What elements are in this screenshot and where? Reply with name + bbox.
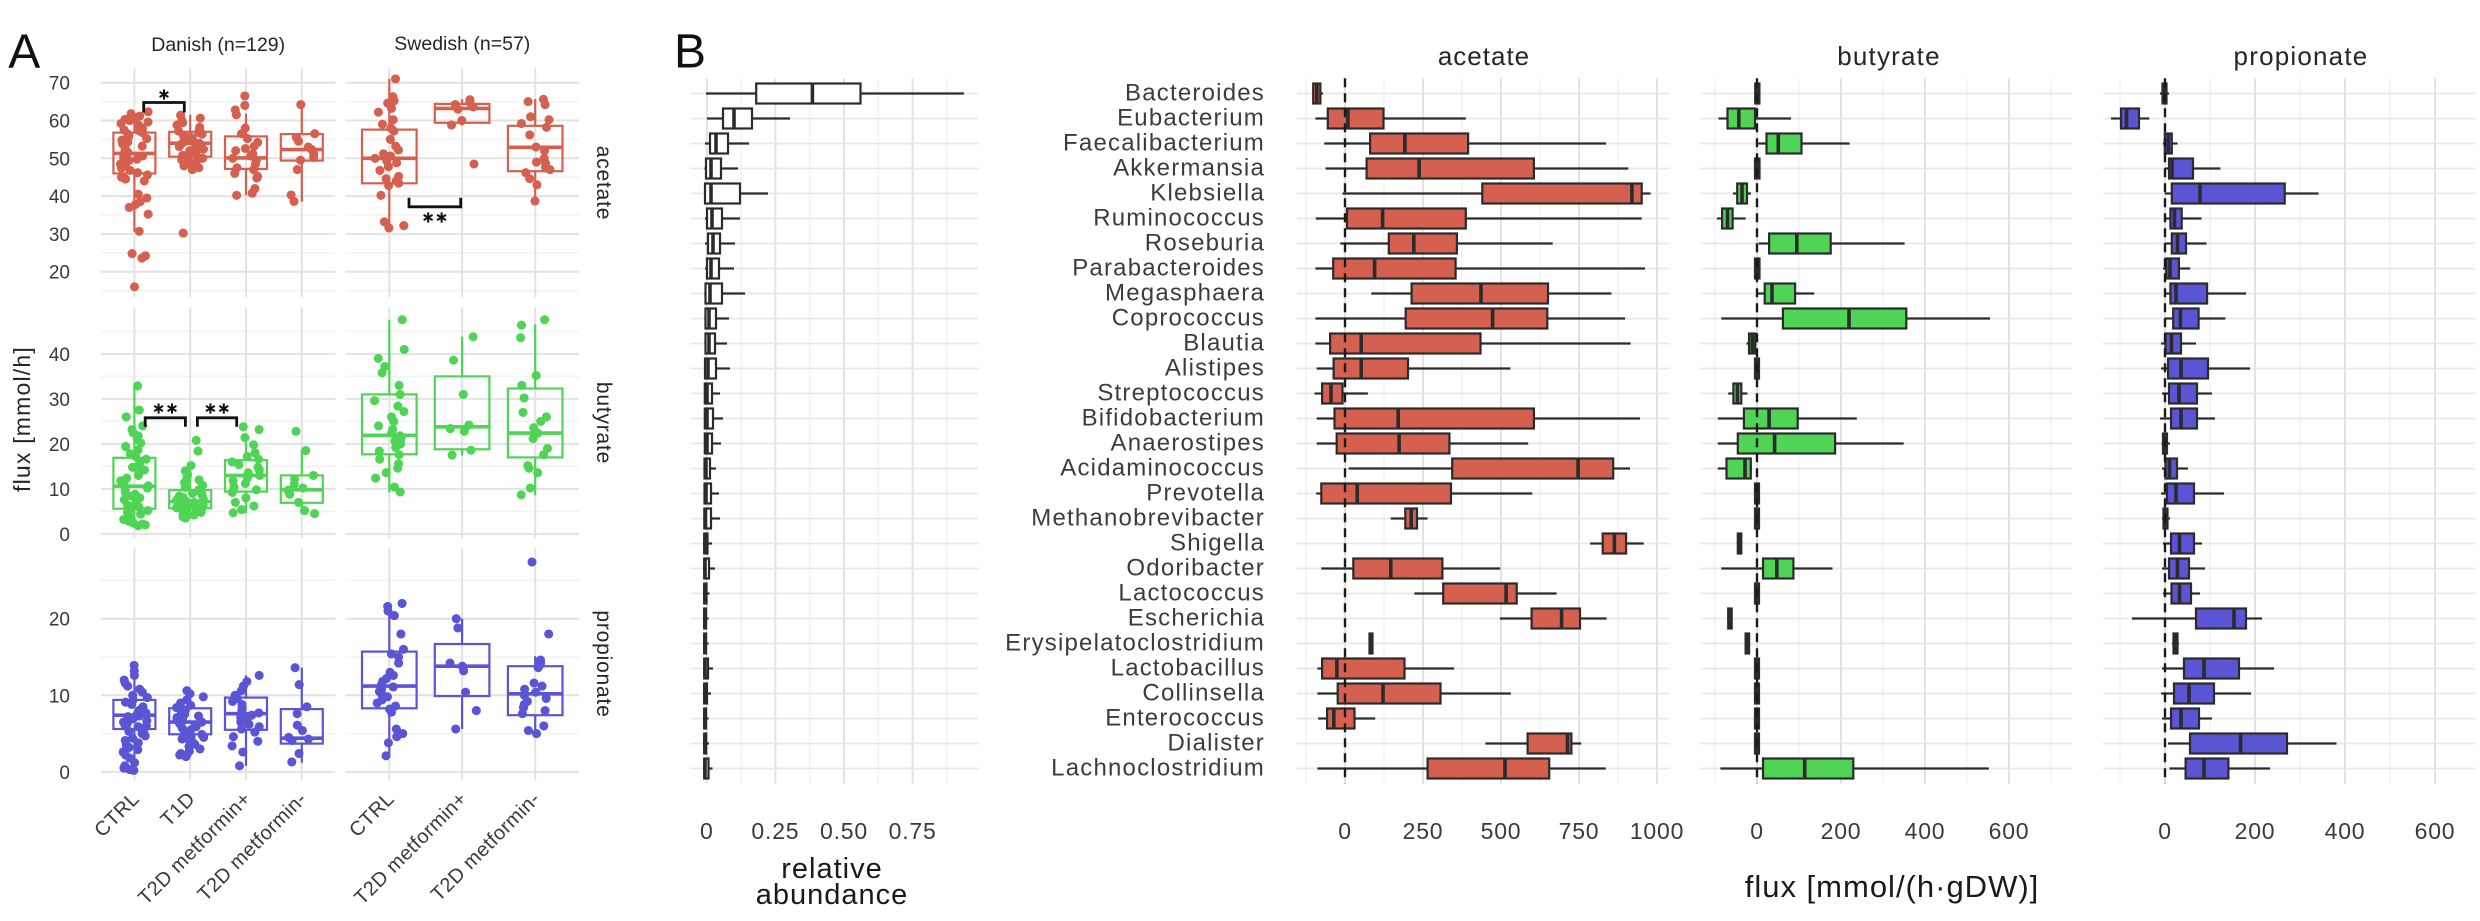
svg-text:0: 0	[1750, 818, 1764, 844]
svg-text:70: 70	[49, 74, 70, 95]
svg-text:Odoribacter: Odoribacter	[1126, 555, 1265, 582]
svg-text:Bacteroides: Bacteroides	[1125, 80, 1265, 107]
svg-text:0: 0	[1338, 818, 1352, 844]
svg-text:10: 10	[49, 480, 70, 501]
svg-text:propionate: propionate	[2234, 41, 2369, 71]
svg-text:750: 750	[1559, 818, 1600, 844]
svg-text:acetate: acetate	[592, 146, 615, 221]
svg-text:Blautia: Blautia	[1183, 330, 1265, 357]
svg-text:propionate: propionate	[592, 610, 615, 717]
svg-text:Swedish (n=57): Swedish (n=57)	[394, 33, 530, 55]
svg-text:200: 200	[1821, 818, 1862, 844]
svg-text:Lachnoclostridium: Lachnoclostridium	[1051, 755, 1265, 782]
svg-text:Lactobacillus: Lactobacillus	[1111, 655, 1265, 682]
svg-text:0.50: 0.50	[820, 818, 868, 844]
svg-text:flux [mmol/h]: flux [mmol/h]	[9, 346, 35, 492]
svg-text:Enterococcus: Enterococcus	[1105, 705, 1265, 732]
svg-text:Klebsiella: Klebsiella	[1150, 180, 1265, 207]
svg-text:60: 60	[49, 112, 70, 133]
svg-text:20: 20	[49, 610, 70, 631]
svg-text:Acidaminococcus: Acidaminococcus	[1060, 455, 1265, 482]
svg-text:Collinsella: Collinsella	[1142, 680, 1265, 707]
svg-text:Shigella: Shigella	[1170, 530, 1265, 557]
svg-text:40: 40	[49, 345, 70, 366]
svg-text:relative: relative	[781, 853, 883, 885]
svg-text:B: B	[674, 26, 706, 79]
svg-text:acetate: acetate	[1438, 41, 1530, 71]
svg-text:flux [mmol/(h·gDW)]: flux [mmol/(h·gDW)]	[1745, 869, 2040, 904]
svg-text:Erysipelatoclostridium: Erysipelatoclostridium	[1005, 630, 1265, 657]
svg-text:butyrate: butyrate	[592, 382, 615, 464]
svg-text:600: 600	[2415, 818, 2456, 844]
svg-text:Ruminococcus: Ruminococcus	[1093, 205, 1265, 232]
svg-text:200: 200	[2235, 818, 2276, 844]
svg-text:50: 50	[49, 149, 70, 170]
svg-text:Roseburia: Roseburia	[1145, 230, 1265, 257]
svg-text:A: A	[8, 26, 40, 79]
svg-text:0.25: 0.25	[751, 818, 799, 844]
svg-text:Dialister: Dialister	[1168, 730, 1265, 757]
svg-text:Danish (n=129): Danish (n=129)	[151, 34, 285, 56]
svg-text:20: 20	[49, 435, 70, 456]
svg-text:0: 0	[700, 818, 714, 844]
svg-text:400: 400	[1905, 818, 1946, 844]
svg-text:40: 40	[49, 187, 70, 208]
svg-text:0: 0	[59, 763, 70, 784]
svg-text:Escherichia: Escherichia	[1128, 605, 1265, 632]
svg-text:30: 30	[49, 225, 70, 246]
svg-text:30: 30	[49, 390, 70, 411]
svg-text:Eubacterium: Eubacterium	[1117, 105, 1265, 132]
svg-text:abundance: abundance	[756, 879, 909, 911]
svg-text:Akkermansia: Akkermansia	[1113, 155, 1265, 182]
svg-text:Bifidobacterium: Bifidobacterium	[1082, 405, 1265, 432]
svg-text:Faecalibacterium: Faecalibacterium	[1063, 130, 1265, 157]
svg-text:Anaerostipes: Anaerostipes	[1111, 430, 1266, 457]
svg-text:Streptococcus: Streptococcus	[1097, 380, 1265, 407]
svg-text:1000: 1000	[1630, 818, 1684, 844]
svg-text:250: 250	[1403, 818, 1444, 844]
svg-text:butyrate: butyrate	[1837, 41, 1941, 71]
svg-text:Alistipes: Alistipes	[1165, 355, 1265, 382]
svg-text:Lactococcus: Lactococcus	[1118, 580, 1265, 607]
svg-text:Prevotella: Prevotella	[1146, 480, 1265, 507]
svg-text:Coprococcus: Coprococcus	[1112, 305, 1265, 332]
svg-text:0: 0	[59, 525, 70, 546]
svg-text:20: 20	[49, 263, 70, 284]
svg-text:Methanobrevibacter: Methanobrevibacter	[1031, 505, 1265, 532]
svg-text:Parabacteroides: Parabacteroides	[1072, 255, 1265, 282]
svg-text:600: 600	[1989, 818, 2030, 844]
svg-text:500: 500	[1481, 818, 1522, 844]
svg-text:400: 400	[2325, 818, 2366, 844]
svg-text:0: 0	[2158, 818, 2172, 844]
svg-text:10: 10	[49, 686, 70, 707]
svg-text:Megasphaera: Megasphaera	[1105, 280, 1265, 307]
svg-text:0.75: 0.75	[889, 818, 937, 844]
